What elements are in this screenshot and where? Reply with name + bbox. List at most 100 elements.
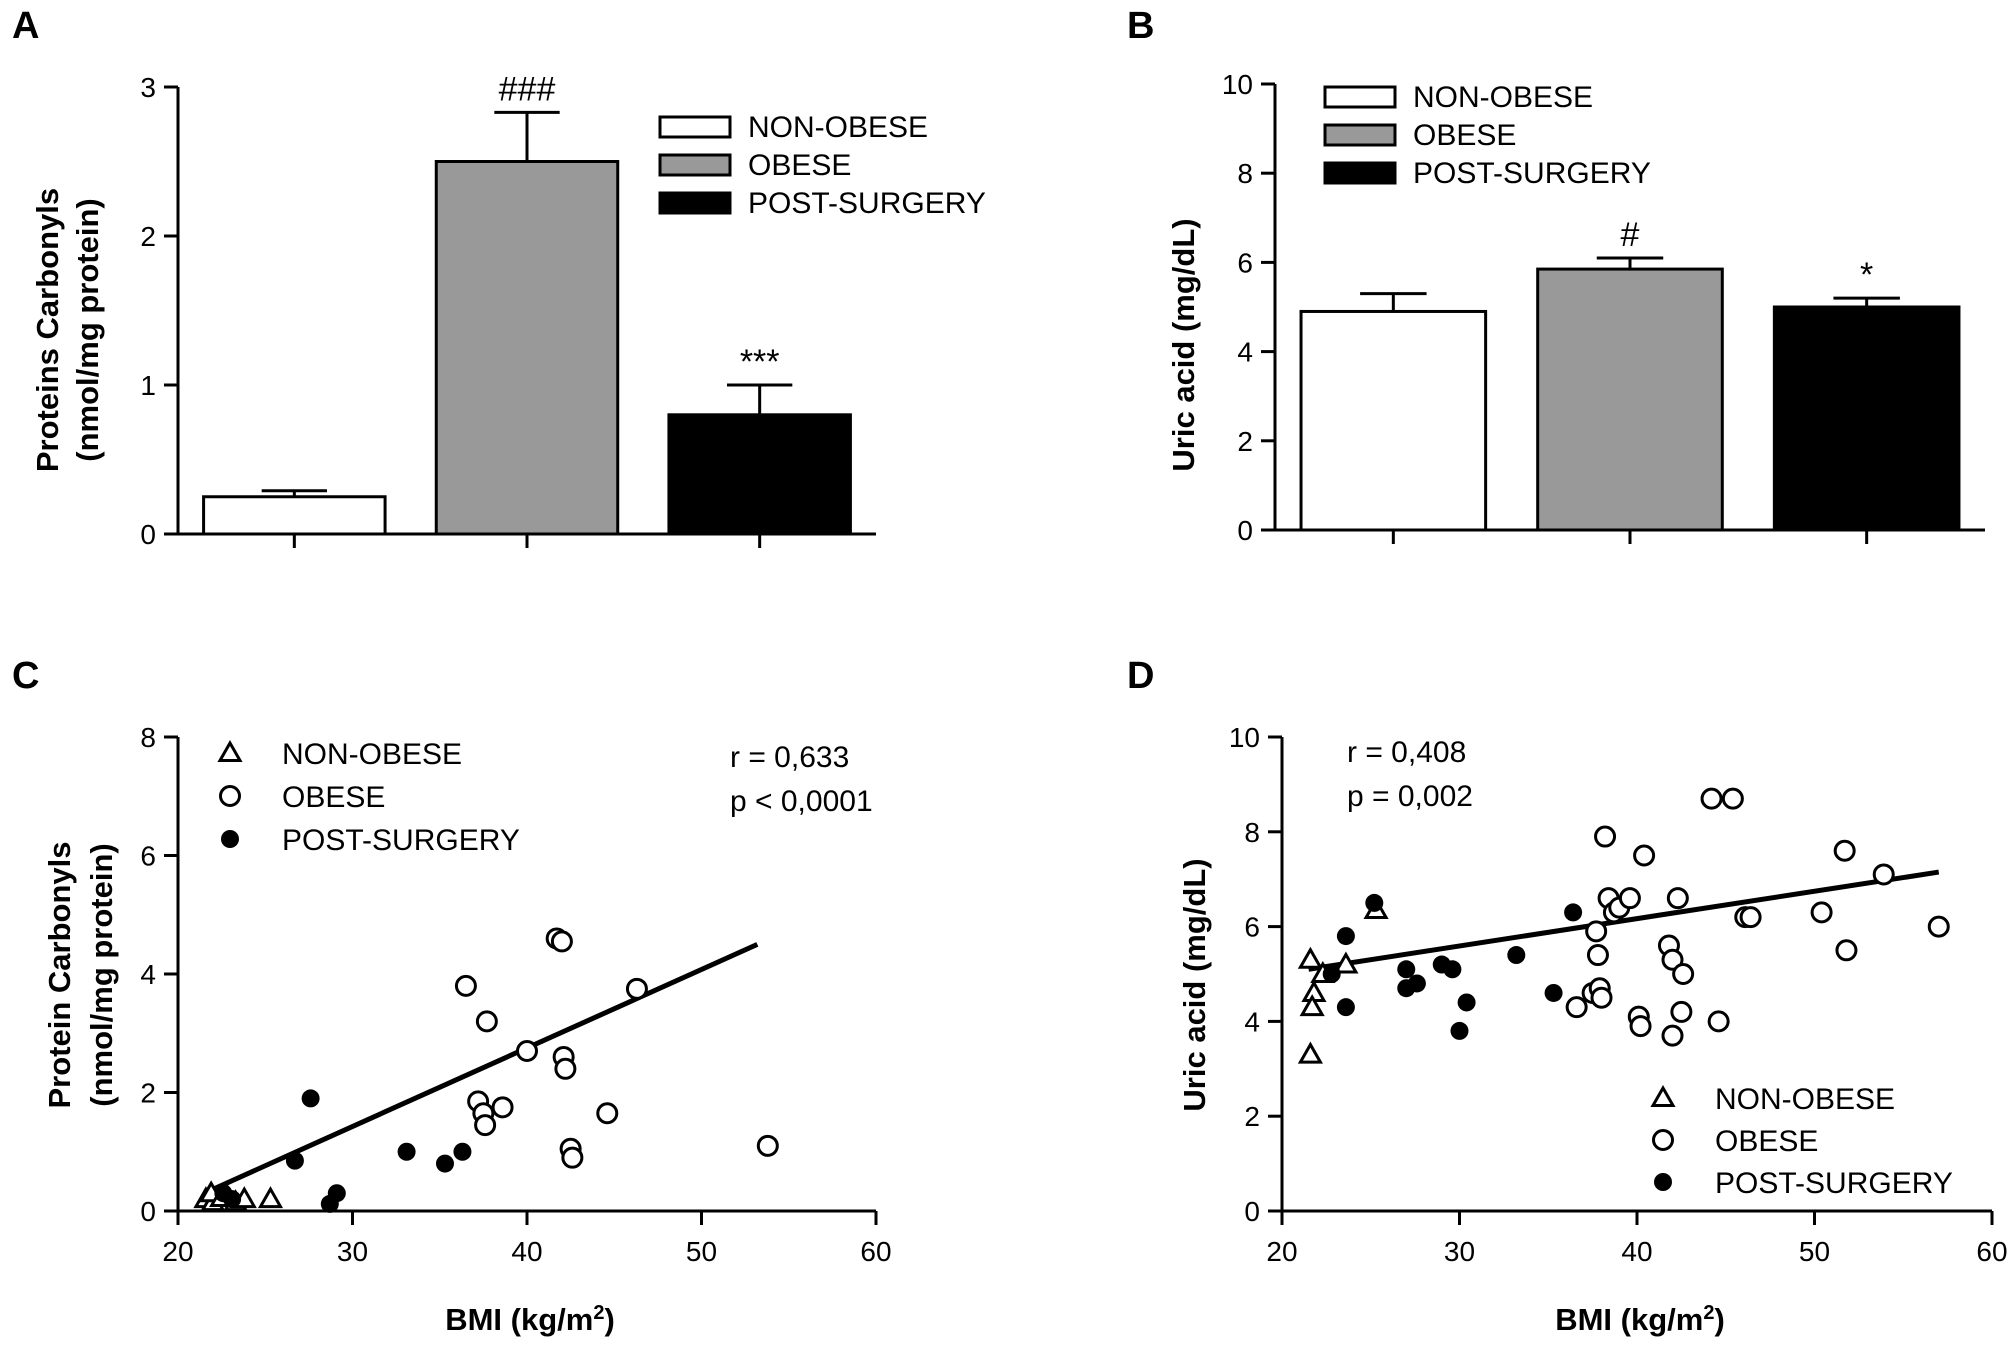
panel-a-bar-post-surgery (667, 413, 852, 536)
panel-d-point-obese (1661, 1024, 1684, 1047)
panel-d-legend-label: OBESE (1715, 1125, 1818, 1158)
panel-c-point-obese (596, 1102, 619, 1125)
panel-b-y-tick-label: 2 (1237, 426, 1253, 457)
panel-a-bars: ### *** (202, 70, 852, 536)
panel-c-stat-p: p < 0,0001 (730, 785, 873, 818)
panel-a-y-tick-label: 0 (140, 519, 156, 550)
panel-d-point-obese (1833, 839, 1856, 862)
panel-d-point-obese (1672, 963, 1695, 985)
panel-label-b: B (1127, 5, 1154, 47)
panel-d-point-obese (1629, 1015, 1652, 1038)
panel-a-y-tick-label: 1 (140, 370, 156, 401)
panel-d-y-tick-label: 6 (1244, 912, 1260, 943)
panel-label-d: D (1127, 655, 1154, 697)
panel-b-significance-mark: * (1860, 256, 1873, 294)
panel-c-legend-label: POST-SURGERY (282, 824, 520, 857)
panel-d-y-tick-label: 2 (1244, 1101, 1260, 1132)
panel-c-point-obese (561, 1146, 584, 1169)
panel-d-point-obese (1590, 986, 1613, 1009)
panel-a-legend-swatch (658, 191, 732, 215)
panel-d-point-post-surgery (1365, 893, 1384, 912)
panel-c-point-obese (756, 1134, 779, 1157)
panel-b-legend-label: POST-SURGERY (1413, 157, 1651, 190)
panel-d-stats: r = 0,408 p = 0,002 (1347, 736, 1473, 813)
panel-d-axes: 0 2 4 6 8 10 20 30 40 50 60 (1229, 722, 2008, 1267)
panel-a-ylabel: Proteins Carbonyls (nmol/mg protein) (30, 188, 105, 472)
panel-b-legend-label: NON-OBESE (1413, 81, 1593, 114)
panel-c-y-tick-label: 2 (140, 1078, 156, 1109)
panel-d-point-non-obese (1299, 994, 1325, 1017)
panel-a-y-tick-label: 3 (140, 72, 156, 103)
panel-d-point-obese (1739, 906, 1762, 929)
panel-d-point-post-surgery (1397, 960, 1416, 979)
panel-b-bar-post-surgery (1772, 305, 1961, 532)
panel-c-point-non-obese (257, 1186, 284, 1209)
panel-c-ylabel-line2: (nmol/mg protein) (84, 843, 119, 1106)
panel-d-point-non-obese (1333, 951, 1359, 974)
panel-c-point-post-surgery (320, 1194, 339, 1213)
panel-a-bar-non-obese (202, 495, 387, 536)
panel-a-legend: NON-OBESE OBESE POST-SURGERY (658, 111, 986, 220)
panel-d-legend-label: POST-SURGERY (1715, 1167, 1953, 1200)
panel-d-point-post-surgery (1407, 974, 1426, 993)
panel-d-point-obese (1585, 920, 1608, 943)
panel-d-point-obese (1661, 948, 1684, 971)
panel-d-point-post-surgery (1507, 946, 1526, 965)
panel-c-stat-r: r = 0,633 (730, 741, 849, 774)
panel-a-legend-label: OBESE (748, 149, 851, 182)
panel-c-point-post-surgery (301, 1089, 320, 1108)
panel-d-point-post-surgery (1336, 998, 1355, 1017)
panel-c-legend-point-post-surgery (221, 830, 239, 848)
panel-b-legend-swatch (1323, 85, 1397, 109)
panel-b-y-tick-label: 10 (1222, 69, 1253, 100)
panel-d-plot (1297, 787, 1950, 1064)
panel-d-stat-p: p = 0,002 (1347, 780, 1473, 813)
panel-c-plot (193, 927, 779, 1213)
panel-a: A Proteins Carbonyls (nmol/mg protein) 0… (12, 5, 986, 550)
panel-c-point-obese (625, 977, 648, 1000)
panel-d-x-tick-label: 50 (1799, 1236, 1830, 1267)
panel-b-y-tick-label: 8 (1237, 158, 1253, 189)
panel-c: C Protein Carbonyls (nmol/mg protein) BM… (12, 655, 892, 1337)
panel-d-point-obese (1872, 863, 1895, 886)
panel-d-point-non-obese (1297, 946, 1323, 969)
panel-d-x-tick-label: 60 (1976, 1236, 2007, 1267)
panel-d-x-tick-label: 20 (1266, 1236, 1297, 1267)
panel-a-legend-swatch (658, 153, 732, 177)
panel-d-point-obese (1670, 1000, 1693, 1023)
panel-a-legend-swatch (658, 115, 732, 139)
panel-d-y-tick-label: 4 (1244, 1006, 1260, 1037)
panel-d-point-post-surgery (1336, 927, 1355, 946)
panel-d-stat-r: r = 0,408 (1347, 736, 1466, 769)
panel-c-point-post-surgery (285, 1151, 304, 1170)
panel-b-bar-non-obese (1299, 309, 1488, 532)
panel-b-y-tick-label: 6 (1237, 247, 1253, 278)
panel-label-a: A (12, 5, 39, 47)
panel-b-significance-mark: # (1621, 216, 1640, 254)
panel-a-y-tick-label: 2 (140, 221, 156, 252)
panel-d-point-obese (1618, 887, 1641, 910)
panel-a-significance-mark: ### (499, 70, 556, 108)
panel-c-x-tick-label: 40 (511, 1236, 542, 1267)
panel-d-point-post-surgery (1322, 965, 1341, 983)
panel-c-legend-label: NON-OBESE (282, 738, 462, 771)
panel-d-point-obese (1927, 915, 1950, 938)
panel-d-x-tick-label: 30 (1444, 1236, 1475, 1267)
panel-c-x-tick-label: 50 (686, 1236, 717, 1267)
panel-d-point-obese (1700, 787, 1723, 810)
panel-c-y-tick-label: 0 (140, 1196, 156, 1227)
panel-c-x-tick-label: 20 (162, 1236, 193, 1267)
panel-d-point-obese (1633, 844, 1656, 867)
panel-a-legend-label: NON-OBESE (748, 111, 928, 144)
panel-d-ylabel: Uric acid (mg/dL) (1177, 858, 1212, 1111)
panel-c-point-obese (516, 1040, 538, 1063)
panel-a-ylabel-line2: (nmol/mg protein) (70, 198, 105, 461)
panel-c-point-post-surgery (435, 1154, 454, 1173)
panel-d-point-obese (1810, 901, 1833, 924)
panel-d-point-obese (1594, 825, 1617, 848)
panel-d: D Uric acid (mg/dL) BMI (kg/m2) 0 2 4 6 8 10 2… (1127, 655, 2008, 1337)
panel-b-y-tick-label: 0 (1237, 515, 1253, 546)
panel-d-point-obese (1565, 996, 1588, 1019)
panel-c-point-obese (454, 974, 477, 997)
